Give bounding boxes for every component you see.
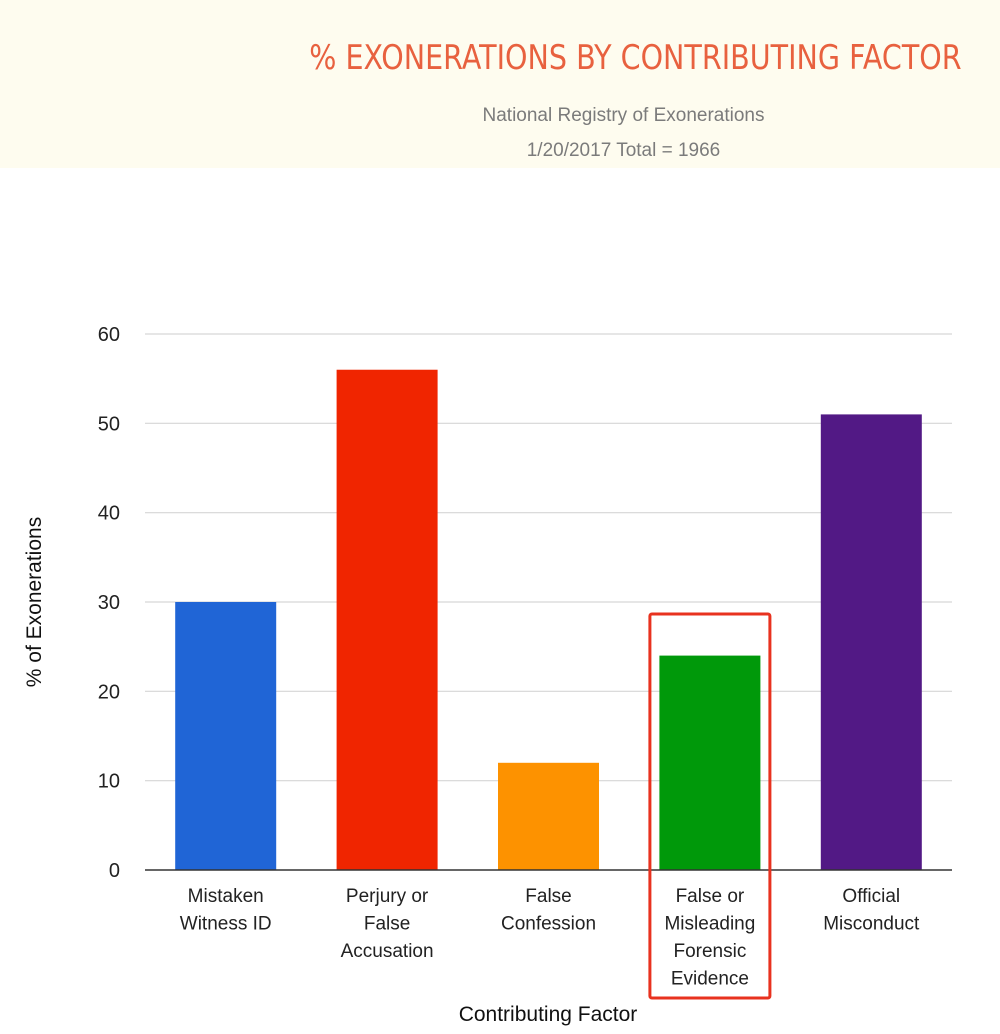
x-tick-label-1: Perjury or False Accusation	[341, 886, 434, 962]
bar-2	[498, 762, 599, 870]
chart-title: % EXONERATIONS BY CONTRIBUTING FACTOR	[309, 38, 962, 78]
x-tick-label-line: Misleading	[664, 914, 755, 935]
x-tick-label-2: False Confession	[501, 886, 596, 935]
chart-subtitle-total: 1/20/2017 Total = 1966	[526, 140, 721, 161]
bar-3	[659, 655, 761, 870]
chart-subtitle-source: National Registry of Exonerations	[482, 105, 765, 126]
y-tick-label-20: 20	[98, 681, 120, 703]
y-tick-label-10: 10	[98, 771, 120, 793]
x-tick-label-line: Perjury or	[346, 886, 429, 907]
x-tick-label-line: Witness ID	[180, 914, 272, 935]
y-tick-label-50: 50	[98, 413, 120, 435]
x-tick-label-line: False	[364, 914, 410, 935]
x-tick-label-line: Misconduct	[823, 914, 920, 935]
x-tick-label-line: Mistaken	[188, 886, 264, 907]
x-tick-label-0: Mistaken Witness ID	[180, 886, 272, 935]
x-tick-label-line: Forensic	[673, 941, 746, 962]
highlight-box	[648, 612, 772, 1000]
x-tick-label-line: Accusation	[341, 941, 434, 962]
bar-0	[175, 602, 277, 870]
y-tick-label-0: 0	[109, 860, 120, 882]
x-tick-label-line: Evidence	[671, 969, 749, 990]
x-tick-label-3: False or Misleading Forensic Evidence	[664, 886, 755, 990]
header-banner	[0, 0, 1000, 168]
y-tick-label-30: 30	[98, 592, 120, 614]
y-axis-title: % of Exonerations	[23, 517, 46, 687]
x-tick-label-line: Official	[842, 886, 900, 907]
bar-4	[820, 414, 922, 870]
x-tick-label-4: Official Misconduct	[823, 886, 920, 935]
bar-1	[336, 369, 438, 870]
y-tick-label-40: 40	[98, 503, 120, 525]
y-tick-label-60: 60	[98, 324, 120, 346]
x-tick-label-line: False	[525, 886, 571, 907]
x-tick-label-line: False or	[676, 886, 745, 907]
x-axis-title: Contributing Factor	[459, 1003, 638, 1026]
x-tick-label-line: Confession	[501, 914, 596, 935]
